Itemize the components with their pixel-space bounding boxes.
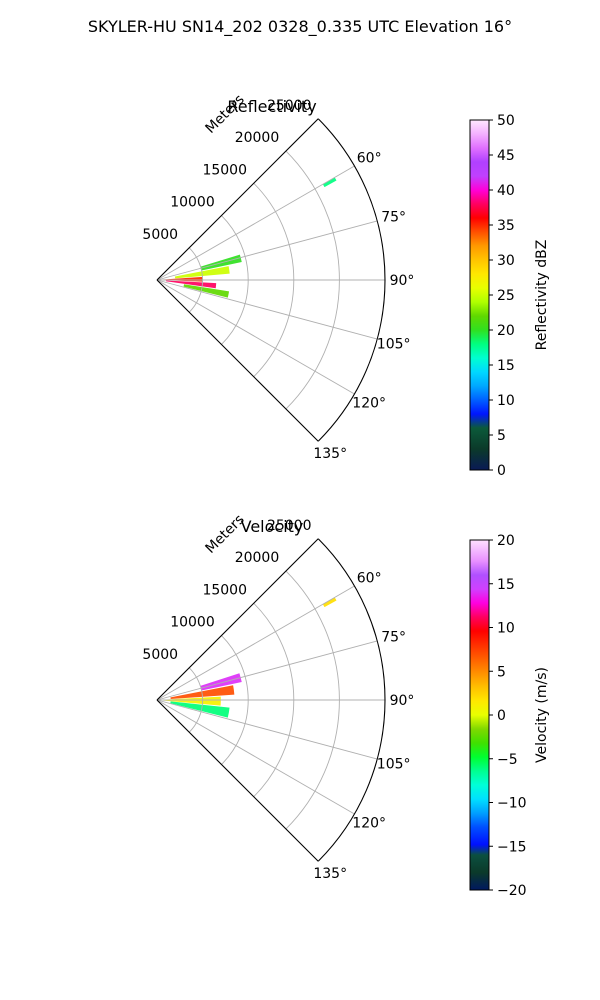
colorbar-tick-label: 15: [497, 577, 515, 593]
reflectivity-echo-cell: [166, 280, 217, 289]
velocity-echo-cell: [200, 673, 242, 691]
range-ring: [285, 570, 340, 830]
range-tick-label: 20000: [235, 130, 280, 146]
colorbar-tick-label: −20: [497, 883, 527, 899]
theta-tick-label: 120°: [352, 816, 386, 832]
theta-gridline: [156, 699, 378, 760]
colorbar-label: Reflectivity dBZ: [534, 240, 550, 351]
colorbar-tick-label: 15: [497, 358, 515, 374]
velocity-echo-layer: [161, 597, 337, 718]
colorbar-tick-label: 25: [497, 288, 515, 304]
colorbar-tick-label: 20: [497, 323, 515, 339]
sector-boundary: [156, 699, 319, 862]
reflectivity-grid: [156, 118, 386, 442]
range-ring: [285, 150, 340, 410]
theta-gridline: [156, 279, 378, 340]
velocity-colorbar: −20 −15 −10 −5 0 5 10 15 20 Velocity (m/s): [469, 533, 550, 899]
range-tick-label: 5000: [142, 647, 178, 663]
theta-gridline: [156, 640, 378, 701]
theta-tick-label: 135°: [313, 866, 347, 882]
range-tick-label: 25000: [267, 98, 312, 114]
range-ring: [317, 118, 386, 442]
colorbar-tick-label: 10: [497, 621, 515, 637]
reflectivity-echo-cell: [183, 284, 230, 298]
theta-tick-label: 75°: [381, 630, 406, 646]
reflectivity-colorbar: 0 5 10 15 20 25 30 35 40 45 50 Reflectivity dBZ: [469, 113, 550, 479]
range-ring: [221, 635, 249, 765]
theta-tick-label: 60°: [357, 571, 382, 587]
velocity-grid: [156, 538, 386, 862]
range-tick-label: 10000: [170, 195, 215, 211]
colorbar-tick-label: 5: [497, 664, 506, 680]
sector-boundary: [156, 118, 319, 281]
theta-gridline: [156, 699, 355, 815]
sector-boundary: [156, 538, 319, 701]
colorbar-tick-label: −15: [497, 839, 527, 855]
range-tick-label: 10000: [170, 615, 215, 631]
colorbar-tick-label: −5: [497, 752, 518, 768]
range-tick-label: 15000: [202, 162, 247, 178]
reflectivity-title: Reflectivity: [227, 97, 316, 116]
theta-tick-label: 120°: [352, 396, 386, 412]
velocity-echo-cell: [161, 696, 221, 706]
theta-tick-label: 60°: [357, 151, 382, 167]
colorbar-tick-label: 45: [497, 148, 515, 164]
colorbar-tick-label: 35: [497, 218, 515, 234]
colorbar-tick-label: 30: [497, 253, 515, 269]
colorbar-tick-label: 0: [497, 463, 506, 479]
reflectivity-panel: Reflectivity 60° 75° 90° 105° 120° 135° 5000 10…: [142, 92, 550, 479]
velocity-panel: Velocity 60° 75° 90° 105° 120° 135° 5000 10000 1…: [142, 512, 550, 899]
range-ring: [253, 602, 295, 798]
range-ring: [188, 247, 203, 313]
range-ring: [317, 538, 386, 862]
theta-tick-label: 105°: [377, 756, 411, 772]
sector-boundary: [156, 279, 319, 442]
range-ring: [253, 182, 295, 378]
theta-tick-label: 135°: [313, 446, 347, 462]
velocity-echo-cell: [170, 701, 230, 718]
colorbar-tick-label: 40: [497, 183, 515, 199]
colorbar-tick-label: 50: [497, 113, 515, 129]
colorbar-tick-label: 0: [497, 708, 506, 724]
reflectivity-echo-cell: [322, 177, 337, 188]
theta-tick-label: 90°: [390, 693, 415, 709]
theta-tick-label: 75°: [381, 210, 406, 226]
figure-title: SKYLER-HU SN14_202 0328_0.335 UTC Elevat…: [88, 17, 512, 37]
velocity-title: Velocity: [241, 517, 304, 536]
colorbar-tick-label: 5: [497, 428, 506, 444]
range-ring: [188, 667, 203, 733]
range-tick-label: 5000: [142, 227, 178, 243]
theta-gridline: [156, 279, 355, 395]
range-tick-label: 20000: [235, 550, 280, 566]
colorbar-gradient: [469, 119, 490, 471]
colorbar-label: Velocity (m/s): [534, 667, 550, 763]
colorbar-tick-label: −10: [497, 796, 527, 812]
velocity-labels: 60° 75° 90° 105° 120° 135° 5000 10000 15000 20000…: [142, 512, 414, 883]
theta-gridline: [156, 585, 355, 701]
theta-gridline: [156, 165, 355, 281]
colorbar-tick-label: 20: [497, 533, 515, 549]
colorbar-gradient: [469, 539, 490, 891]
colorbar-tick-label: 10: [497, 393, 515, 409]
theta-gridline: [156, 220, 378, 281]
range-ring: [221, 215, 249, 345]
range-tick-label: 15000: [202, 582, 247, 598]
theta-tick-label: 105°: [377, 336, 411, 352]
velocity-echo-cell: [322, 597, 337, 608]
range-tick-label: 25000: [267, 518, 312, 534]
theta-tick-label: 90°: [390, 273, 415, 289]
